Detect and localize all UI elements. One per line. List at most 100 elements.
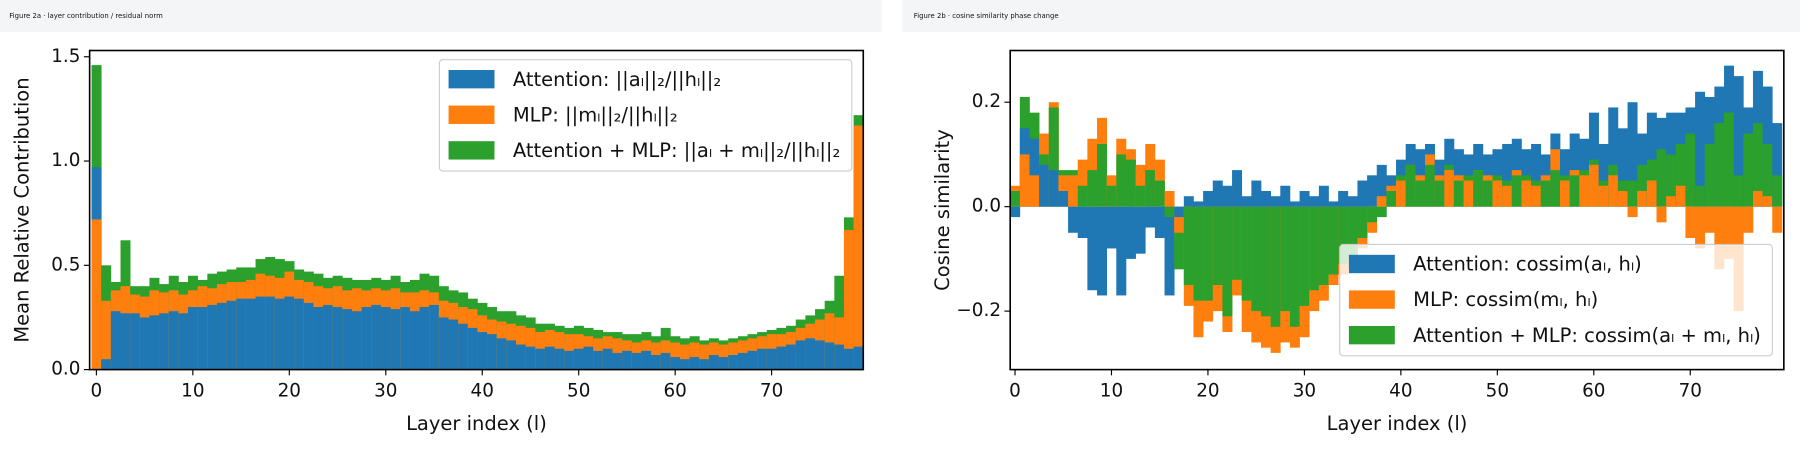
bar <box>1116 206 1127 296</box>
x-tick-label: 40 <box>1389 380 1412 401</box>
y-axis-label: Mean Relative Contribution <box>11 77 34 342</box>
bar <box>265 296 276 370</box>
bar <box>1232 206 1243 280</box>
bar <box>1212 206 1223 285</box>
plot-frame <box>88 49 865 371</box>
bar <box>1068 206 1079 233</box>
y-tick-label: 0.5 <box>51 254 80 275</box>
bar <box>1550 170 1561 207</box>
bar <box>1270 196 1281 207</box>
bar <box>516 344 526 370</box>
bar <box>1376 206 1387 218</box>
y-tick-label: −0.2 <box>956 300 1001 321</box>
bar <box>843 229 854 370</box>
bar <box>1656 206 1667 223</box>
bar <box>699 359 710 370</box>
bar <box>168 311 179 370</box>
bar <box>101 359 112 370</box>
bar <box>1270 206 1281 327</box>
bar <box>1280 206 1291 312</box>
legend-box <box>1339 243 1773 357</box>
bar <box>120 313 131 370</box>
legend-swatch <box>448 105 495 124</box>
bar <box>1608 107 1619 207</box>
bar <box>139 317 150 370</box>
x-tick-label: 70 <box>1679 380 1702 401</box>
bar <box>1531 185 1542 207</box>
bar <box>342 309 353 370</box>
bar <box>458 323 469 370</box>
bar <box>1183 196 1194 207</box>
legend-box <box>438 59 853 172</box>
bar <box>506 340 517 370</box>
panel-title: Figure 2a · layer contribution / residua… <box>9 12 163 20</box>
bar <box>834 344 845 370</box>
bar <box>1617 128 1628 207</box>
bar <box>747 350 758 370</box>
bar <box>1666 154 1677 207</box>
bar <box>1434 180 1445 207</box>
x-tick-label: 50 <box>567 380 590 401</box>
bar <box>1627 180 1638 207</box>
bar <box>1646 180 1657 207</box>
legend-swatch <box>1348 290 1395 309</box>
bar <box>1309 196 1320 207</box>
bar <box>216 302 227 370</box>
bars <box>91 65 864 370</box>
bar <box>1077 185 1088 207</box>
bar <box>1560 180 1571 207</box>
bar <box>1338 206 1349 265</box>
bar <box>1714 206 1725 270</box>
bar <box>1164 190 1175 207</box>
x-tick-label: 30 <box>1293 380 1316 401</box>
bar <box>689 357 700 370</box>
bar <box>1048 107 1059 207</box>
bar <box>1415 180 1426 207</box>
bar <box>390 309 401 370</box>
bar <box>525 346 536 370</box>
bar <box>660 352 671 370</box>
header-bar <box>902 0 1800 33</box>
bar <box>1125 159 1136 207</box>
bar <box>197 307 208 370</box>
bar <box>1453 180 1464 207</box>
bar <box>670 357 681 370</box>
bar <box>332 307 343 370</box>
bar <box>1675 185 1686 207</box>
bar <box>1241 196 1252 207</box>
bar <box>1010 206 1021 218</box>
bar <box>757 348 768 370</box>
bar <box>679 344 690 370</box>
bar <box>1772 175 1783 207</box>
bar <box>1752 190 1763 207</box>
legend-label: Attention: cossim(aₗ, hₗ) <box>1413 253 1642 276</box>
bar <box>1704 143 1715 207</box>
legend: Attention: cossim(aₗ, hₗ) MLP: cossim(mₗ,… <box>1339 243 1773 357</box>
bar <box>718 357 729 370</box>
bar <box>1154 180 1165 207</box>
bar <box>631 352 642 370</box>
bar <box>1357 206 1368 238</box>
bar <box>834 317 845 370</box>
bar <box>1743 133 1754 207</box>
bar <box>1048 170 1059 207</box>
bar <box>1502 143 1513 207</box>
bar <box>1251 180 1262 207</box>
bar <box>612 352 623 370</box>
bar <box>1637 164 1648 207</box>
bar <box>1733 76 1744 207</box>
bar <box>1203 206 1214 301</box>
bar <box>1039 164 1050 207</box>
bar <box>1222 206 1233 317</box>
bar <box>419 307 430 370</box>
bar <box>1724 206 1735 259</box>
legend-swatch <box>448 141 495 160</box>
bar <box>274 298 285 370</box>
bar <box>1357 180 1368 207</box>
bar <box>207 304 218 370</box>
bar <box>1347 196 1358 207</box>
bar <box>1367 206 1378 223</box>
bar <box>824 313 835 370</box>
bar <box>1125 206 1136 259</box>
bar <box>1637 190 1648 207</box>
